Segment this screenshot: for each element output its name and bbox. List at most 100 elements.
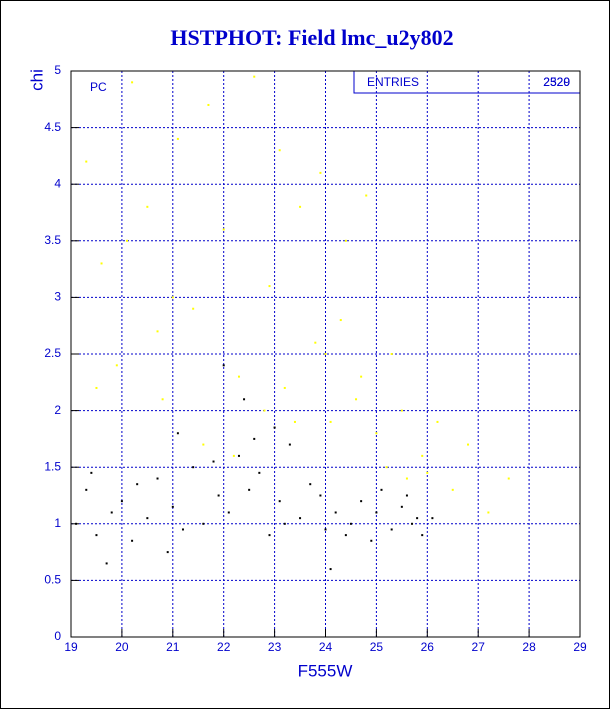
point	[299, 205, 302, 208]
point	[487, 511, 490, 514]
point	[95, 386, 98, 389]
point	[288, 443, 291, 446]
point	[85, 160, 88, 163]
point	[217, 494, 220, 497]
point	[161, 398, 164, 401]
point	[339, 319, 342, 322]
chart-title: HSTPHOT: Field lmc_u2y802	[170, 25, 453, 50]
x-tick-label: 27	[472, 640, 486, 654]
plot-frame	[70, 70, 581, 638]
point	[232, 454, 235, 457]
y-tick-label: 0	[54, 629, 61, 643]
point	[426, 471, 429, 474]
point	[222, 228, 225, 231]
stats-value: 2320	[543, 75, 570, 89]
point	[283, 522, 286, 525]
point	[171, 296, 174, 299]
point	[202, 443, 205, 446]
point	[115, 364, 118, 367]
x-tick-label: 28	[522, 640, 536, 654]
point	[222, 364, 225, 367]
point	[100, 262, 103, 265]
point	[400, 505, 403, 508]
point	[405, 494, 408, 497]
point	[329, 568, 332, 571]
x-tick-label: 22	[217, 640, 231, 654]
point	[131, 81, 134, 84]
point	[166, 551, 169, 554]
point	[370, 539, 373, 542]
point	[202, 522, 205, 525]
point	[253, 75, 256, 78]
y-tick-label: 1.5	[44, 459, 61, 473]
point	[334, 511, 337, 514]
point	[227, 511, 230, 514]
point	[181, 528, 184, 531]
point	[380, 488, 383, 491]
x-tick-label: 24	[319, 640, 333, 654]
point	[131, 539, 134, 542]
y-tick-label: 0.5	[44, 573, 61, 587]
point	[355, 398, 358, 401]
x-tick-label: 19	[64, 640, 78, 654]
x-tick-label: 23	[268, 640, 282, 654]
y-tick-label: 2	[54, 403, 61, 417]
point	[375, 432, 378, 435]
point	[507, 477, 510, 480]
x-tick-label: 21	[166, 640, 180, 654]
y-tick-label: 1	[54, 516, 61, 530]
point	[344, 534, 347, 537]
x-tick-label: 29	[573, 640, 587, 654]
point	[278, 500, 281, 503]
point	[156, 477, 159, 480]
point	[176, 432, 179, 435]
point	[156, 330, 159, 333]
point	[237, 454, 240, 457]
point	[349, 522, 352, 525]
point	[329, 420, 332, 423]
annotation: PC	[90, 80, 107, 94]
point	[314, 341, 317, 344]
point	[110, 511, 113, 514]
y-tick-label: 4	[54, 176, 61, 190]
point	[136, 483, 139, 486]
point	[467, 443, 470, 446]
point	[436, 420, 439, 423]
point	[385, 466, 388, 469]
point	[451, 488, 454, 491]
point	[283, 386, 286, 389]
y-tick-label: 5	[54, 63, 61, 77]
point	[268, 285, 271, 288]
point	[212, 460, 215, 463]
point	[360, 500, 363, 503]
point	[324, 528, 327, 531]
point	[390, 353, 393, 355]
point	[192, 307, 195, 310]
point	[416, 517, 419, 520]
stats-label: ENTRIES	[367, 75, 419, 89]
y-tick-label: 4.5	[44, 120, 61, 134]
point	[278, 149, 281, 152]
point	[146, 205, 149, 208]
point	[243, 398, 246, 401]
point	[431, 517, 434, 520]
point	[253, 437, 256, 440]
y-axis-label: chi	[27, 69, 46, 91]
x-tick-label: 20	[115, 640, 129, 654]
stats-value: 2529	[543, 75, 570, 89]
point	[125, 239, 128, 242]
point	[146, 517, 149, 520]
point	[400, 409, 403, 412]
point	[176, 137, 179, 140]
point	[263, 409, 266, 412]
point	[365, 194, 368, 197]
point	[411, 522, 414, 525]
point	[299, 517, 302, 520]
y-tick-label: 3.5	[44, 233, 61, 247]
point	[421, 454, 424, 457]
x-tick-label: 25	[370, 640, 384, 654]
point	[421, 534, 424, 537]
point	[375, 511, 378, 514]
point	[344, 239, 347, 242]
